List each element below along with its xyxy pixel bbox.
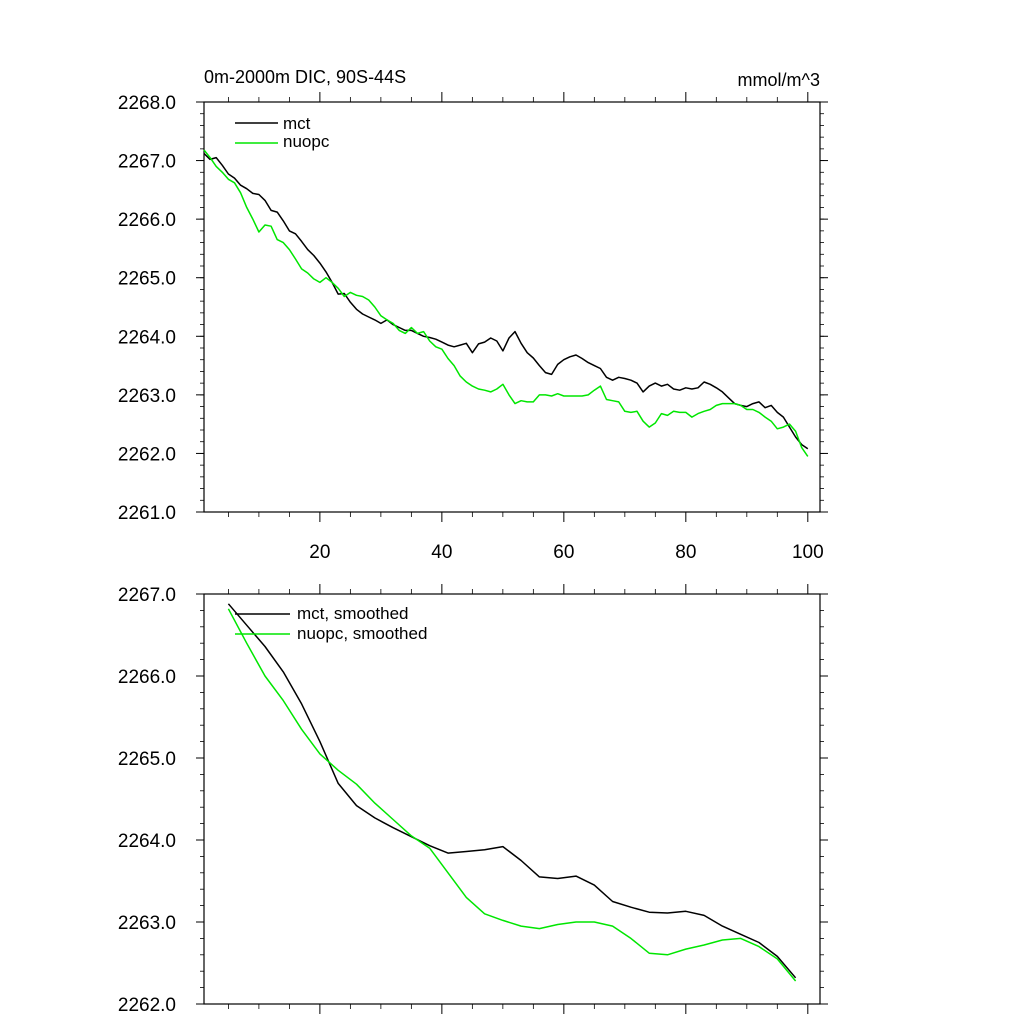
top-legend: mct nuopc (235, 114, 330, 151)
y-tick-label: 2267.0 (118, 585, 176, 606)
y-tick-label: 2267.0 (118, 152, 176, 173)
y-tick-label: 2264.0 (118, 327, 176, 348)
legend-label-mct-smoothed: mct, smoothed (297, 604, 409, 623)
top-panel-title: 0m-2000m DIC, 90S-44S (204, 67, 406, 87)
legend-label-mct: mct (283, 114, 311, 133)
y-tick-label: 2265.0 (118, 749, 176, 770)
top-series-lines (203, 149, 809, 457)
y-tick-label: 2263.0 (118, 386, 176, 407)
series-line-nuopc (203, 149, 809, 457)
x-tick-label: 80 (675, 542, 696, 563)
x-tick-label: 100 (792, 542, 824, 563)
bottom-panel-smoothed: 2267.0 2266.0 2265.0 2264.0 2263.0 2262.0 mct… (118, 584, 828, 1016)
legend-label-nuopc: nuopc (283, 132, 330, 151)
x-tick-label: 60 (553, 542, 574, 563)
y-tick-label: 2266.0 (118, 210, 176, 231)
top-panel-raw: 0m-2000m DIC, 90S-44S mmol/m^3 2268.0226… (118, 67, 828, 563)
top-axis-ticks: 2268.0 2267.0 2266.0 2265.0 2264.0 2263.0 2262… (118, 92, 828, 563)
bottom-plot-frame (203, 593, 821, 1005)
y-tick-label: 2266.0 (118, 667, 176, 688)
legend-label-nuopc-smoothed: nuopc, smoothed (297, 624, 427, 643)
y-tick-label: 2262.0 (118, 444, 176, 465)
y-tick-label: 2264.0 (118, 831, 176, 852)
y-tick-label: 2263.0 (118, 913, 176, 934)
bottom-axis-ticks: 2267.0 2266.0 2265.0 2264.0 2263.0 2262.0 (118, 584, 828, 1016)
series-line-mct-smoothed (227, 603, 797, 979)
series-line-mct (203, 152, 809, 450)
top-plot-frame (203, 101, 821, 513)
y-tick-label: 2265.0 (118, 269, 176, 290)
bottom-legend: mct, smoothed nuopc, smoothed (235, 604, 427, 643)
y-tick-label: 2261.0 (118, 503, 176, 524)
y-tick-label: 2262.0 (118, 995, 176, 1016)
x-tick-label: 20 (309, 542, 330, 563)
series-line-nuopc-smoothed (227, 608, 797, 982)
bottom-series-lines (227, 603, 797, 982)
y-tick-label: 2268.0 (118, 93, 176, 114)
x-tick-label: 40 (431, 542, 452, 563)
units-label: mmol/m^3 (738, 70, 820, 90)
